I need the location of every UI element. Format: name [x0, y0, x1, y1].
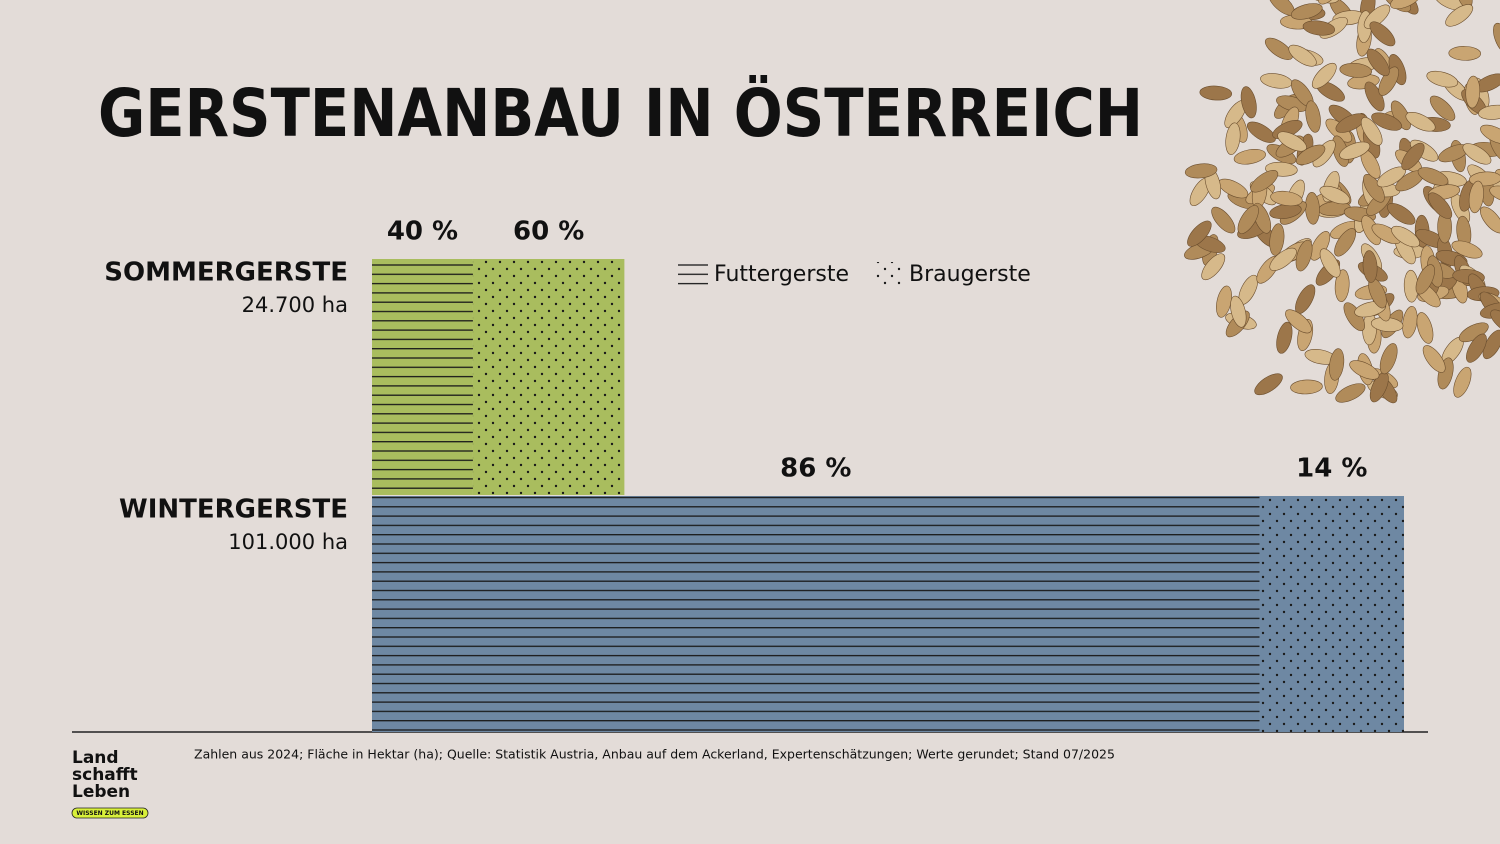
grain: [1371, 112, 1403, 131]
category-label: SOMMERGERSTE: [104, 258, 348, 288]
value-label: 40 %: [387, 217, 458, 247]
grain: [1329, 348, 1345, 381]
grain: [1290, 379, 1323, 395]
grain: [1390, 0, 1421, 10]
grain: [1466, 333, 1487, 363]
grain: [1199, 85, 1233, 101]
logo-text: schafft: [72, 765, 138, 785]
grain: [1211, 206, 1236, 234]
grain: [1269, 247, 1297, 271]
hatch: [372, 259, 473, 495]
grain: [1429, 95, 1456, 121]
grain: [1319, 248, 1341, 278]
grain: [1184, 163, 1218, 179]
grain: [1302, 20, 1336, 36]
legend-label: Futtergerste: [714, 262, 849, 287]
chart-title: GERSTENANBAU IN ÖSTERREICH: [98, 75, 1143, 152]
grain: [1318, 0, 1343, 5]
grain: [1270, 190, 1303, 207]
grain: [1295, 239, 1313, 272]
grain: [1489, 185, 1500, 203]
grain: [1187, 220, 1212, 247]
category-total: 101.000 ha: [228, 530, 348, 554]
category-label: WINTERGERSTE: [119, 495, 348, 525]
grain: [1366, 48, 1390, 77]
grain: [1478, 104, 1500, 120]
grain: [1379, 343, 1398, 375]
grain: [1311, 62, 1337, 89]
grain: [1490, 309, 1500, 334]
grain: [1363, 4, 1391, 29]
grain: [1319, 185, 1351, 205]
grain: [1349, 360, 1380, 380]
hatch: [372, 496, 1260, 732]
grain: [1201, 253, 1226, 281]
grain: [1254, 373, 1283, 396]
grain: [1482, 329, 1500, 360]
grain: [1378, 66, 1399, 96]
legend-swatch: [873, 262, 904, 286]
logo-tagline: WISSEN ZUM ESSEN: [76, 810, 143, 817]
grain: [1339, 62, 1372, 78]
grain: [1335, 113, 1366, 133]
grain: [1233, 149, 1266, 165]
grain: [1269, 223, 1285, 256]
grain: [1428, 192, 1453, 219]
grain: [1230, 295, 1247, 328]
grain: [1422, 345, 1446, 373]
grain: [1225, 122, 1241, 155]
grain: [1288, 44, 1317, 67]
grain: [1451, 240, 1483, 259]
grain: [1387, 202, 1416, 225]
grain: [1462, 143, 1492, 165]
legend-swatch: [678, 262, 708, 286]
value-label: 86 %: [780, 454, 851, 484]
grain: [1285, 309, 1312, 334]
grain: [1416, 312, 1434, 344]
grain: [1276, 321, 1293, 354]
logo-text: Land: [72, 748, 119, 768]
value-label: 14 %: [1296, 454, 1367, 484]
grain: [1480, 206, 1500, 234]
grain: [1426, 70, 1459, 88]
grain: [1465, 75, 1481, 109]
grain: [1415, 264, 1435, 295]
grain: [1360, 117, 1383, 146]
grain: [1264, 37, 1293, 60]
grain: [1445, 4, 1474, 27]
hatch: [472, 259, 625, 495]
grain: [1362, 250, 1378, 283]
grain: [1237, 205, 1259, 234]
grain: [1369, 21, 1396, 47]
grain: [1391, 225, 1420, 248]
grain: [1468, 180, 1484, 214]
source-note: Zahlen aus 2024; Fläche in Hektar (ha); …: [194, 747, 1115, 762]
grain: [1405, 112, 1436, 132]
barley-grains: [1184, 0, 1500, 404]
grain: [1240, 86, 1257, 119]
grain: [1495, 168, 1500, 189]
grain: [1295, 144, 1326, 165]
grain: [1334, 228, 1357, 257]
grain: [1417, 167, 1449, 186]
grain: [1250, 170, 1279, 193]
value-label: 60 %: [513, 217, 584, 247]
grain: [1448, 46, 1482, 61]
grain: [1335, 383, 1366, 403]
hatch: [1259, 496, 1404, 732]
grain: [1339, 141, 1371, 160]
grain: [1401, 142, 1425, 171]
grain: [1480, 124, 1500, 145]
legend-label: Braugerste: [909, 262, 1031, 287]
grain: [1493, 22, 1500, 54]
grain: [1305, 100, 1321, 133]
logo-text: Leben: [72, 782, 130, 802]
grain: [1334, 269, 1350, 302]
category-total: 24.700 ha: [242, 293, 348, 317]
grain: [1290, 3, 1323, 20]
logo-tagline-box: [71, 807, 149, 819]
grain: [1246, 121, 1276, 143]
grain: [1453, 366, 1472, 398]
